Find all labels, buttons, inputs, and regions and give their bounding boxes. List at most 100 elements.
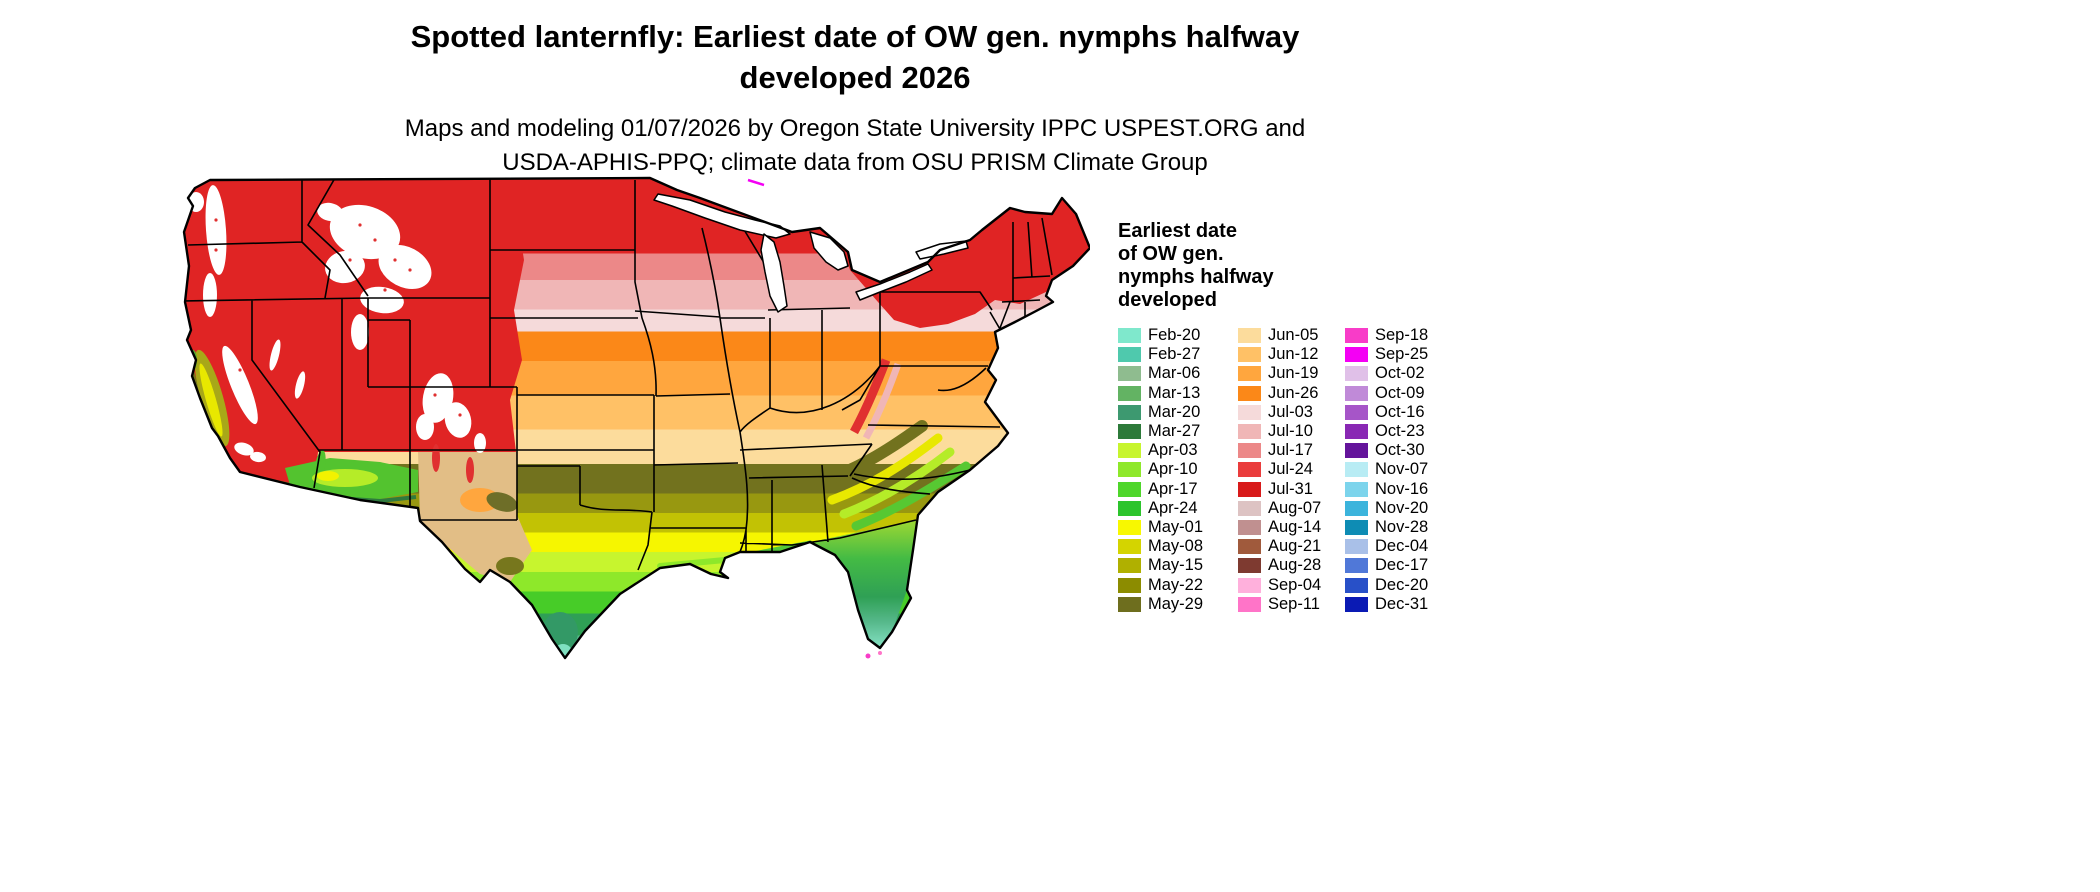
legend-swatch: [1238, 424, 1261, 440]
legend-entry-label: Feb-20: [1148, 326, 1201, 345]
legend-swatch: [1238, 500, 1261, 516]
legend-entry: Mar-06: [1118, 364, 1238, 383]
legend-columns: Feb-20 Feb-27 Mar-06 Mar-13 Mar-20 Mar-27 Apr-…: [1118, 326, 1488, 614]
legend-entry: Jul-31: [1238, 480, 1345, 499]
legend-entry-label: Aug-07: [1268, 498, 1322, 517]
legend-entry-label: Mar-20: [1148, 402, 1201, 421]
legend-swatch: [1345, 539, 1368, 555]
legend-entry-label: May-29: [1148, 594, 1204, 613]
legend-entry-label: May-22: [1148, 575, 1204, 594]
legend-entry: Aug-21: [1238, 537, 1345, 556]
arizona-green-region: [285, 450, 418, 504]
legend-swatch: [1345, 443, 1368, 459]
page-title: Spotted lanternfly: Earliest date of OW …: [180, 16, 1530, 98]
legend-entry: Aug-28: [1238, 556, 1345, 575]
legend-swatch: [1345, 404, 1368, 420]
legend-entry: Nov-28: [1345, 518, 1460, 537]
legend-swatch: [1345, 424, 1368, 440]
legend-entry: Oct-16: [1345, 403, 1460, 422]
legend-entry: Jul-24: [1238, 460, 1345, 479]
legend-entry: May-22: [1118, 575, 1238, 594]
page-title-line-1: Spotted lanternfly: Earliest date of OW …: [410, 19, 1300, 54]
snow-mountain-patches: [188, 185, 486, 463]
legend-entry: Jun-26: [1238, 384, 1345, 403]
legend-entry: Oct-09: [1345, 384, 1460, 403]
legend-swatch: [1238, 385, 1261, 401]
legend-entry: May-08: [1118, 537, 1238, 556]
legend-entry-label: Dec-31: [1375, 594, 1429, 613]
legend-entry-label: Oct-23: [1375, 422, 1425, 441]
header: Spotted lanternfly: Earliest date of OW …: [180, 16, 1530, 180]
legend-swatch: [1238, 462, 1261, 478]
legend-entry: Jul-17: [1238, 441, 1345, 460]
legend-swatch: [1118, 328, 1141, 344]
legend-entry-label: Nov-07: [1375, 460, 1429, 479]
legend-column: Sep-18 Sep-25 Oct-02 Oct-09 Oct-16 Oct-23 Oct-…: [1345, 326, 1460, 614]
legend-entry: Aug-07: [1238, 499, 1345, 518]
legend-swatch: [1345, 500, 1368, 516]
legend-entry: Sep-18: [1345, 326, 1460, 345]
legend-entry: Sep-11: [1238, 595, 1345, 614]
legend-entry: Mar-20: [1118, 403, 1238, 422]
legend-entry: Aug-14: [1238, 518, 1345, 537]
lake-huron: [809, 231, 849, 271]
legend-swatch: [1118, 424, 1141, 440]
legend-entry: Oct-23: [1345, 422, 1460, 441]
legend-swatch: [1118, 443, 1141, 459]
legend-entry-label: Mar-13: [1148, 383, 1201, 402]
lake-superior: [653, 193, 791, 239]
legend-swatch: [1345, 558, 1368, 574]
legend-entry: Dec-17: [1345, 556, 1460, 575]
legend-swatch: [1345, 481, 1368, 497]
legend-column: Jun-05 Jun-12 Jun-19 Jun-26 Jul-03 Jul-10 Jul-…: [1238, 326, 1345, 614]
appalachian-streaks: [850, 358, 902, 440]
legend-entry: Dec-31: [1345, 595, 1460, 614]
legend-entry-label: Dec-04: [1375, 537, 1429, 556]
legend-swatch: [1118, 539, 1141, 555]
legend-entry: Jul-03: [1238, 403, 1345, 422]
legend-entry-label: Aug-21: [1268, 537, 1322, 556]
legend-entry-label: Aug-28: [1268, 556, 1322, 575]
legend-entry: Jul-10: [1238, 422, 1345, 441]
legend-swatch: [1238, 539, 1261, 555]
legend-entry-label: Jun-26: [1268, 383, 1319, 402]
legend-swatch: [1345, 596, 1368, 612]
legend-entry: Apr-03: [1118, 441, 1238, 460]
legend-entry: Jun-05: [1238, 326, 1345, 345]
legend-entry-label: Nov-28: [1375, 517, 1429, 536]
legend-entry: May-01: [1118, 518, 1238, 537]
legend-entry-label: Sep-25: [1375, 345, 1429, 364]
legend-swatch: [1238, 443, 1261, 459]
legend-entry-label: Sep-18: [1375, 326, 1429, 345]
legend-entry-label: Apr-10: [1148, 460, 1198, 479]
legend-entry-label: Mar-06: [1148, 364, 1201, 383]
florida-gradient-region: [792, 520, 916, 648]
legend-entry: Apr-10: [1118, 460, 1238, 479]
legend-entry-label: Jul-31: [1268, 479, 1313, 498]
legend-entry-label: Dec-17: [1375, 556, 1429, 575]
legend-swatch: [1118, 481, 1141, 497]
legend-swatch: [1238, 366, 1261, 382]
legend-entry: Feb-27: [1118, 345, 1238, 364]
outlier-pixels: [747, 178, 882, 659]
legend-swatch: [1345, 462, 1368, 478]
legend-swatch: [1118, 385, 1141, 401]
legend-entry: Apr-24: [1118, 499, 1238, 518]
legend-entry-label: Jul-10: [1268, 422, 1313, 441]
legend-entry-label: Nov-20: [1375, 498, 1429, 517]
legend-swatch: [1238, 519, 1261, 535]
legend-title: Earliest date of OW gen. nymphs halfway …: [1118, 220, 1488, 312]
legend-entry: May-29: [1118, 595, 1238, 614]
legend-entry: Feb-20: [1118, 326, 1238, 345]
west-texas-detail: [432, 444, 524, 575]
legend-entry: Apr-17: [1118, 480, 1238, 499]
legend-swatch: [1345, 519, 1368, 535]
page-title-line-2: developed 2026: [739, 60, 971, 95]
legend-title-line: developed: [1118, 289, 1217, 311]
map-container: [180, 170, 1092, 660]
legend-swatch: [1118, 500, 1141, 516]
legend-entry-label: May-15: [1148, 556, 1204, 575]
legend-entry-label: Oct-02: [1375, 364, 1425, 383]
legend-swatch: [1118, 404, 1141, 420]
legend-entry-label: Jun-19: [1268, 364, 1319, 383]
